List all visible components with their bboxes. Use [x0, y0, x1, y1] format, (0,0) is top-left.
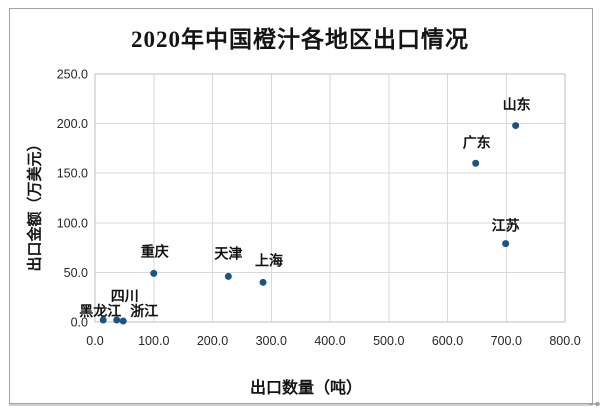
data-point-label: 广东 — [463, 134, 491, 150]
data-point — [119, 317, 127, 325]
data-point-label: 山东 — [503, 97, 531, 113]
data-point-label: 重庆 — [141, 243, 169, 259]
data-point-label: 四川 — [111, 288, 139, 304]
data-point — [224, 272, 232, 280]
x-tick-label: 500.0 — [373, 334, 404, 348]
x-tick-label: 0.0 — [86, 334, 103, 348]
y-tick-label: 200.0 — [57, 117, 88, 131]
x-tick-label: 100.0 — [138, 334, 169, 348]
x-tick-label: 600.0 — [432, 334, 463, 348]
y-tick-label: 250.0 — [57, 68, 88, 82]
y-tick-label: 150.0 — [57, 167, 88, 181]
x-axis-title: 出口数量（吨） — [249, 380, 363, 397]
data-point — [472, 159, 480, 167]
data-point-label: 浙江 — [130, 303, 158, 319]
data-point — [259, 278, 267, 286]
plot-border — [94, 73, 566, 323]
data-point — [502, 240, 510, 248]
data-point — [150, 269, 158, 277]
chart-title: 2020年中国橙汁各地区出口情况 — [131, 27, 469, 52]
x-tick-label: 200.0 — [197, 334, 228, 348]
data-point — [99, 316, 107, 324]
x-tick-label: 700.0 — [491, 334, 522, 348]
data-point — [512, 122, 520, 130]
y-tick-label: 50.0 — [64, 266, 88, 280]
data-point-label: 上海 — [255, 252, 283, 268]
x-tick-label: 400.0 — [314, 334, 345, 348]
x-tick-label: 300.0 — [256, 334, 287, 348]
y-tick-label: 0.0 — [71, 316, 88, 330]
data-point-label: 天津 — [214, 245, 242, 261]
data-point-label: 黑龙江 — [79, 303, 121, 319]
y-tick-label: 100.0 — [57, 216, 88, 230]
data-point — [113, 316, 121, 324]
corner-artifact-icon — [589, 401, 600, 407]
x-tick-label: 800.0 — [549, 334, 580, 348]
data-point-label: 江苏 — [492, 218, 520, 234]
